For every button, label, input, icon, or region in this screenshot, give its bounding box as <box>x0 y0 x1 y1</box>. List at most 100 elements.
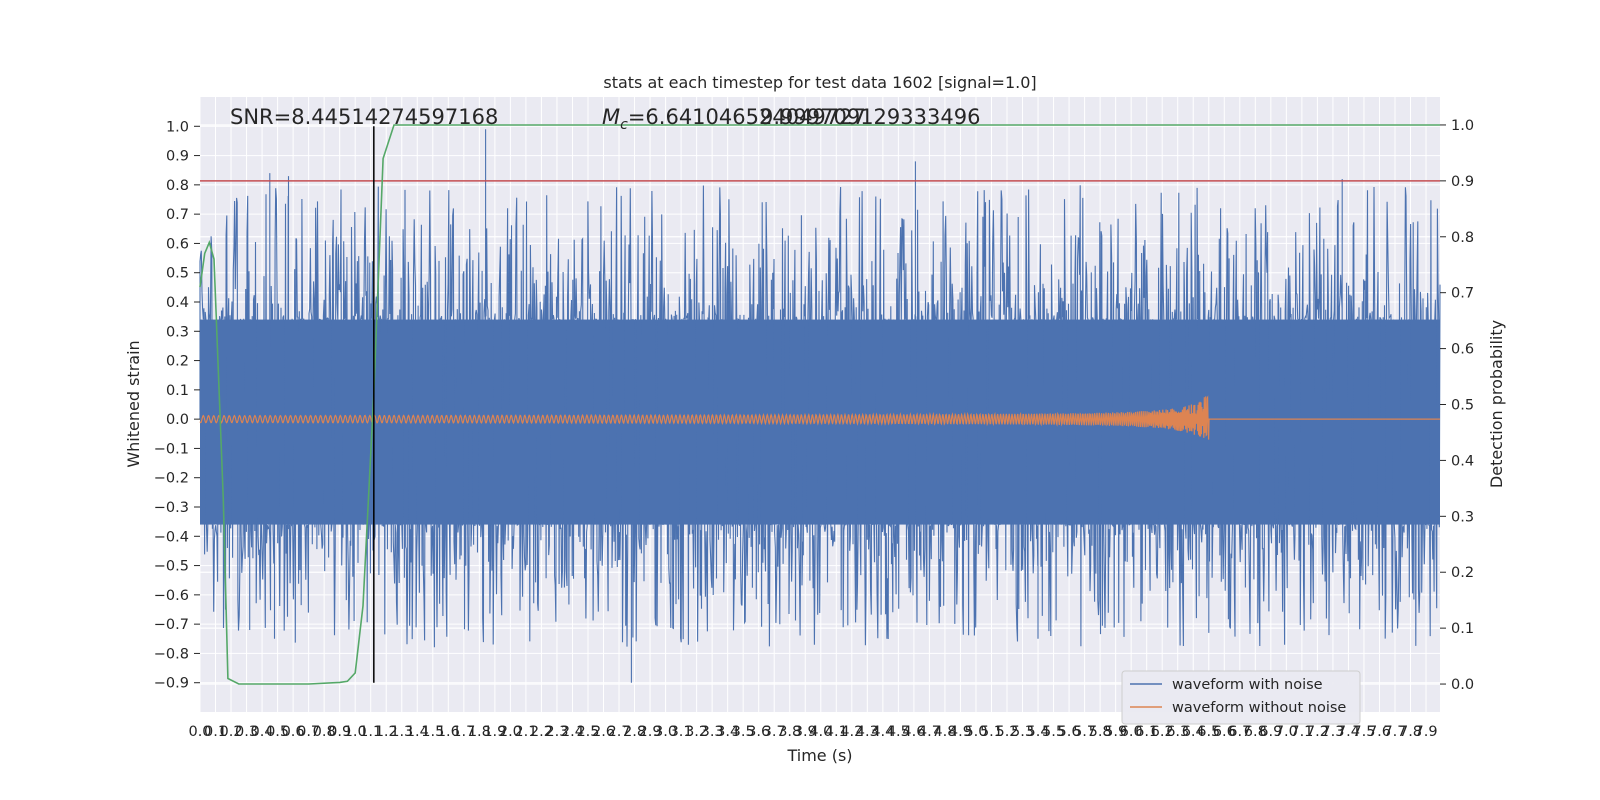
x-tick-label: 2.0 <box>499 724 522 740</box>
y-tick-label: −0.5 <box>154 559 189 575</box>
x-tick-label: 1.3 <box>390 724 413 740</box>
x-tick-label: 3.2 <box>685 724 708 740</box>
axes: 0.00.10.20.30.40.50.60.70.80.91.01.11.21… <box>154 118 1474 740</box>
x-tick-label: 6.4 <box>1182 724 1205 740</box>
x-tick-label: 1.5 <box>421 724 444 740</box>
x-tick-label: 1.2 <box>375 724 398 740</box>
y2-tick-label: 0.1 <box>1451 621 1474 637</box>
x-tick-label: 5.2 <box>995 724 1018 740</box>
x-tick-label: 5.8 <box>1089 724 1112 740</box>
x-tick-label: 4.8 <box>933 724 956 740</box>
legend-label-noise: waveform with noise <box>1172 677 1323 693</box>
detection-probability-line <box>199 124 1440 685</box>
x-tick-label: 7.5 <box>1352 724 1375 740</box>
y-tick-label: −0.9 <box>154 676 189 692</box>
x-tick-label: 2.9 <box>639 724 662 740</box>
y-tick-label: 0.0 <box>166 412 189 428</box>
x-tick-label: 7.7 <box>1383 724 1406 740</box>
x-tick-label: 0.7 <box>297 724 320 740</box>
x-tick-label: 4.6 <box>902 724 925 740</box>
x-tick-label: 3.3 <box>701 724 724 740</box>
x-tick-label: 1.9 <box>483 724 506 740</box>
waveform-without-noise-series <box>199 395 1440 440</box>
noise-line <box>199 129 1441 683</box>
x-tick-label: 5.3 <box>1011 724 1034 740</box>
x-tick-label: 0.5 <box>266 724 289 740</box>
y-tick-label: 0.7 <box>166 207 189 223</box>
x-tick-label: 2.6 <box>592 724 615 740</box>
y2-tick-label: 1.0 <box>1451 118 1474 134</box>
x-tick-label: 6.9 <box>1259 724 1282 740</box>
x-tick-label: 0.0 <box>188 724 211 740</box>
y-axis-label: Whitened strain <box>124 340 143 467</box>
x-tick-label: 2.4 <box>561 724 584 740</box>
x-tick-label: 7.3 <box>1321 724 1344 740</box>
x-tick-label: 0.1 <box>204 724 227 740</box>
y2-tick-label: 0.7 <box>1451 286 1474 302</box>
y-tick-label: 0.8 <box>166 178 189 194</box>
x-tick-label: 7.4 <box>1337 724 1360 740</box>
x-tick-label: 6.2 <box>1151 724 1174 740</box>
x-tick-label: 0.4 <box>251 724 274 740</box>
detection-overlay <box>199 124 1440 685</box>
y-tick-label: 0.3 <box>166 324 189 340</box>
x-tick-label: 4.4 <box>871 724 894 740</box>
x-tick-label: 6.8 <box>1244 724 1267 740</box>
x-tick-label: 2.2 <box>530 724 553 740</box>
x-tick-label: 3.9 <box>794 724 817 740</box>
y-tick-label: 0.1 <box>166 383 189 399</box>
x-tick-label: 6.5 <box>1197 724 1220 740</box>
chirp-mass-annotation: Mc=6.641046524049727 <box>602 105 866 133</box>
y-tick-label: −0.7 <box>154 617 189 633</box>
y-tick-label: −0.6 <box>154 588 189 604</box>
y2-tick-label: 0.5 <box>1451 398 1474 414</box>
x-tick-label: 3.7 <box>763 724 786 740</box>
x-tick-label: 4.7 <box>918 724 941 740</box>
x-tick-label: 6.1 <box>1135 724 1158 740</box>
x-tick-label: 2.5 <box>576 724 599 740</box>
y-tick-label: −0.3 <box>154 500 189 516</box>
x-tick-label: 6.0 <box>1120 724 1143 740</box>
x-tick-label: 0.9 <box>328 724 351 740</box>
x-tick-label: 5.7 <box>1073 724 1096 740</box>
x-tick-label: 4.2 <box>840 724 863 740</box>
x-tick-label: 1.0 <box>344 724 367 740</box>
x-tick-label: 5.0 <box>964 724 987 740</box>
x-axis-label: Time (s) <box>786 746 852 765</box>
x-tick-label: 4.3 <box>856 724 879 740</box>
x-tick-label: 2.1 <box>514 724 537 740</box>
x-tick-label: 0.8 <box>313 724 336 740</box>
x-tick-label: 6.7 <box>1228 724 1251 740</box>
chart-title: stats at each timestep for test data 160… <box>603 73 1036 92</box>
x-tick-label: 7.9 <box>1415 724 1438 740</box>
y2-tick-label: 0.0 <box>1451 677 1474 693</box>
clean-waveform-line <box>199 395 1440 440</box>
x-tick-label: 3.5 <box>732 724 755 740</box>
x-tick-label: 4.1 <box>825 724 848 740</box>
snr-annotation: SNR=8.44514274597168 <box>230 105 498 129</box>
x-tick-label: 6.6 <box>1213 724 1236 740</box>
x-tick-label: 4.0 <box>809 724 832 740</box>
y2-tick-label: 0.4 <box>1451 453 1474 469</box>
y-tick-label: 1.0 <box>166 119 189 135</box>
y2-tick-label: 0.9 <box>1451 174 1474 190</box>
y-tick-label: −0.8 <box>154 646 189 662</box>
x-tick-label: 3.4 <box>716 724 739 740</box>
x-tick-label: 1.1 <box>359 724 382 740</box>
x-tick-label: 5.1 <box>980 724 1003 740</box>
distance-annotation: 9.999709129333496 <box>760 105 980 129</box>
x-tick-label: 2.7 <box>607 724 630 740</box>
x-tick-label: 1.4 <box>406 724 429 740</box>
y2-tick-label: 0.2 <box>1451 565 1474 581</box>
y-tick-label: 0.5 <box>166 266 189 282</box>
y-tick-label: 0.9 <box>166 149 189 165</box>
x-tick-label: 5.6 <box>1058 724 1081 740</box>
x-tick-label: 0.3 <box>235 724 258 740</box>
x-tick-label: 3.1 <box>670 724 693 740</box>
legend-label-clean: waveform without noise <box>1172 700 1346 716</box>
x-tick-label: 1.8 <box>468 724 491 740</box>
x-tick-label: 1.7 <box>452 724 475 740</box>
x-tick-label: 7.6 <box>1368 724 1391 740</box>
y2-tick-label: 0.6 <box>1451 342 1474 358</box>
